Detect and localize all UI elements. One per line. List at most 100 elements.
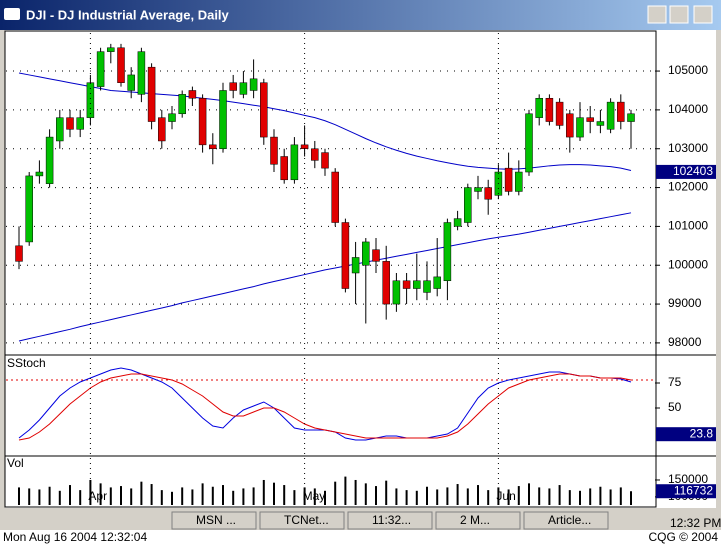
status-right: CQG © 2004 [648,530,718,544]
y-tick-label: 75 [668,375,682,389]
candle-body [596,121,605,126]
y-tick-label: 101000 [668,219,708,233]
taskbar-label: 11:32... [372,513,411,527]
moving-average [18,212,632,342]
candle-body [76,117,84,130]
taskbar-label: 2 M... [460,513,490,527]
candle-body [566,113,574,138]
stoch-line [18,373,632,441]
candle-body [219,90,227,149]
candle-body [515,171,523,192]
candle-body [382,261,390,305]
candle-body [178,94,186,115]
taskbar-button[interactable] [171,511,257,530]
candle-body [555,101,564,126]
taskbar-button[interactable] [259,511,345,530]
candle-body [260,82,268,138]
candle-body [137,51,146,95]
candle-body [545,97,554,122]
window-title: DJI - DJ Industrial Average, Daily [26,7,230,22]
candle-body [127,74,135,91]
candle-body [239,82,248,95]
candle-body [535,97,543,118]
y-tick-label: 102000 [668,180,708,194]
candle-body [402,280,411,289]
clock: 12:32 PM [670,516,721,530]
candle-body [413,280,421,289]
candle-body [168,113,176,122]
y-tick-label: 103000 [668,141,708,155]
minimize-button[interactable] [647,5,667,24]
candle-body [464,187,472,223]
title-bar [0,0,721,30]
candle-body [96,51,105,87]
candle-body [117,47,125,83]
candle-body [66,117,74,130]
frame [716,30,721,508]
y-tick-label: 105000 [668,63,708,77]
candle-body [586,117,594,122]
candle-body [56,117,64,142]
candle-body [423,280,431,293]
status-bar [0,530,721,546]
candle-body [341,222,350,289]
candle-body [484,187,492,200]
taskbar-label: TCNet... [284,513,329,527]
candle-body [321,152,329,169]
close-button[interactable] [693,5,713,24]
candle-body [229,82,237,91]
candle-body [280,156,288,181]
candle-body [35,171,44,177]
candle-body [525,113,533,173]
candle-body [504,167,513,192]
candle-body [188,90,197,99]
taskbar-label: Article... [548,513,591,527]
candle-body [290,144,299,181]
candle-body [249,78,258,91]
y-tick-label: 150000 [668,472,708,486]
candle-body [474,187,482,192]
candle-body [209,144,217,149]
y-tick-label: 99000 [668,296,702,310]
maximize-button[interactable] [669,5,689,24]
candle-body [270,136,278,165]
candle-body [107,47,115,52]
panel-title: SStoch [7,356,46,370]
candle-body [606,101,615,130]
candle-body [443,222,452,282]
candle-body [617,101,625,122]
candle-body [25,175,33,243]
y-tick-label: 100000 [668,257,708,271]
candle-body [198,97,207,146]
candle-body [453,218,462,227]
taskbar-button[interactable] [435,511,521,530]
candle-body [576,117,584,138]
candle-body [147,66,156,122]
candle-body [372,249,380,262]
candle-body [392,280,401,305]
taskbar-label: MSN ... [196,513,236,527]
taskbar-button[interactable] [523,511,609,530]
status-left: Mon Aug 16 2004 12:32:04 [3,530,147,544]
y-tick-label: 104000 [668,102,708,116]
y-tick-label: 98000 [668,335,702,349]
current-value-box [656,427,716,442]
candle-body [362,241,370,266]
candle-body [627,113,635,122]
candle-body [15,245,23,262]
candle-body [86,82,95,118]
month-label: Jun [496,489,515,503]
candle-body [433,276,441,289]
panel-title: Vol [7,456,24,470]
candle-body [351,257,360,274]
current-value-box [656,484,716,499]
frame [0,30,5,508]
month-label: May [303,489,326,503]
candle-body [158,117,166,142]
taskbar-button[interactable] [347,511,433,530]
current-value-box [656,164,716,179]
app-icon [4,8,20,20]
candle-body [45,136,54,184]
current-value-label: 116732 [674,483,713,497]
